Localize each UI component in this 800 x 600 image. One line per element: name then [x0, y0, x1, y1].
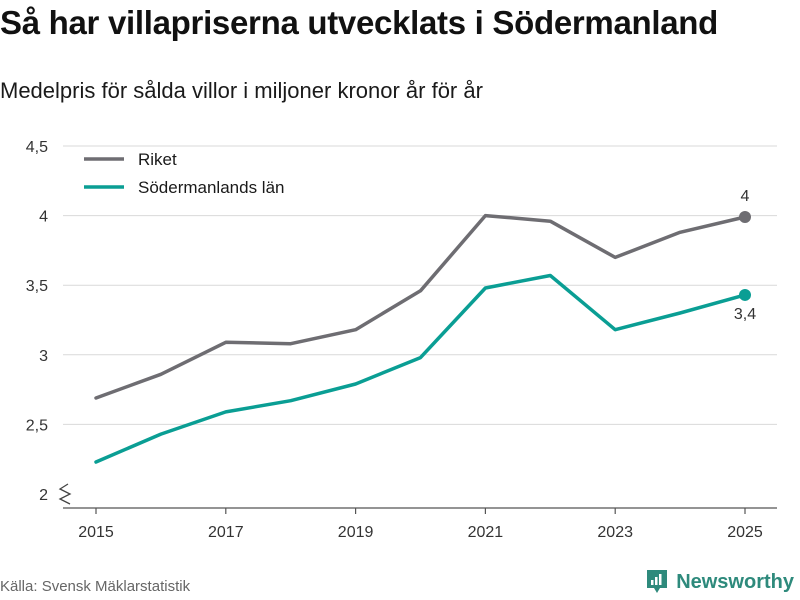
chart-subtitle: Medelpris för sålda villor i miljoner kr…: [0, 78, 483, 103]
axis-break-icon: [58, 483, 72, 505]
x-tick-label: 2019: [338, 524, 374, 541]
series-lines: [94, 210, 751, 464]
chart-title: Så har villapriserna utvecklats i Söderm…: [0, 4, 719, 41]
series-line: [94, 273, 747, 464]
axes: 2 2,5 3 3,5 4 4,5 2015 2017 2019 2021 2023 2025: [26, 139, 777, 541]
legend: Riket Södermanlands län: [84, 150, 284, 197]
y-tick-label: 4: [39, 209, 48, 226]
y-tick-label: 3,5: [26, 278, 48, 295]
gridlines: [63, 145, 777, 425]
data-labels: 43,4: [734, 188, 756, 323]
end-value-label: 3,4: [734, 306, 756, 323]
y-tick-label: 2,5: [26, 417, 48, 434]
x-tick-label: 2021: [468, 524, 504, 541]
legend-label: Riket: [138, 150, 177, 169]
y-tick-label: 2: [39, 487, 48, 504]
series-end-point: [739, 210, 751, 223]
brand-name: Newsworthy: [676, 570, 794, 593]
series-line: [94, 213, 747, 400]
newsworthy-logo-icon: [647, 570, 668, 593]
x-tick-label: 2023: [597, 524, 633, 541]
legend-label: Södermanlands län: [138, 178, 284, 197]
end-value-label: 4: [741, 188, 750, 205]
brand-logo: Newsworthy: [644, 568, 794, 596]
x-tick-label: 2015: [78, 524, 114, 541]
y-tick-label: 4,5: [26, 139, 48, 156]
x-tick-label: 2025: [727, 524, 763, 541]
source-note: Källa: Svensk Mäklarstatistik: [0, 578, 191, 595]
series-end-point: [739, 288, 751, 301]
y-tick-label: 3: [39, 348, 48, 365]
x-tick-label: 2017: [208, 524, 244, 541]
